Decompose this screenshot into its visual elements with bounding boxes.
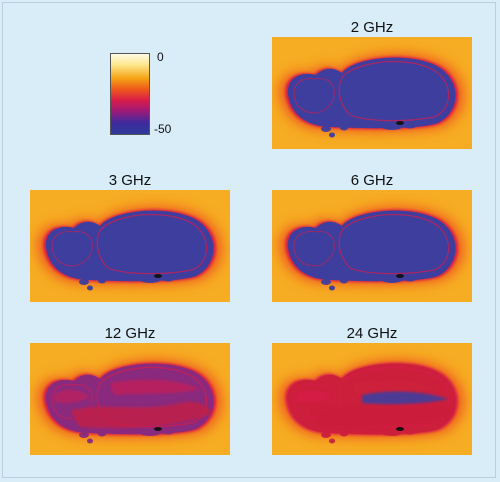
field-map-3ghz [30,190,230,302]
field-map-12ghz [30,343,230,455]
colorbar-min-label: -50 [154,122,172,136]
field-map-6ghz [272,190,472,302]
field-map-24ghz [272,343,472,455]
colorbar-max-label: 0 [157,50,164,64]
colorbar [110,53,150,135]
panel-label-12ghz: 12 GHz [104,325,156,342]
panel-label-6ghz: 6 GHz [350,172,394,189]
figure-frame [2,2,496,478]
panel-label-2ghz: 2 GHz [350,19,394,36]
field-map-2ghz [272,37,472,149]
panel-label-24ghz: 24 GHz [346,325,398,342]
panel-label-3ghz: 3 GHz [108,172,152,189]
